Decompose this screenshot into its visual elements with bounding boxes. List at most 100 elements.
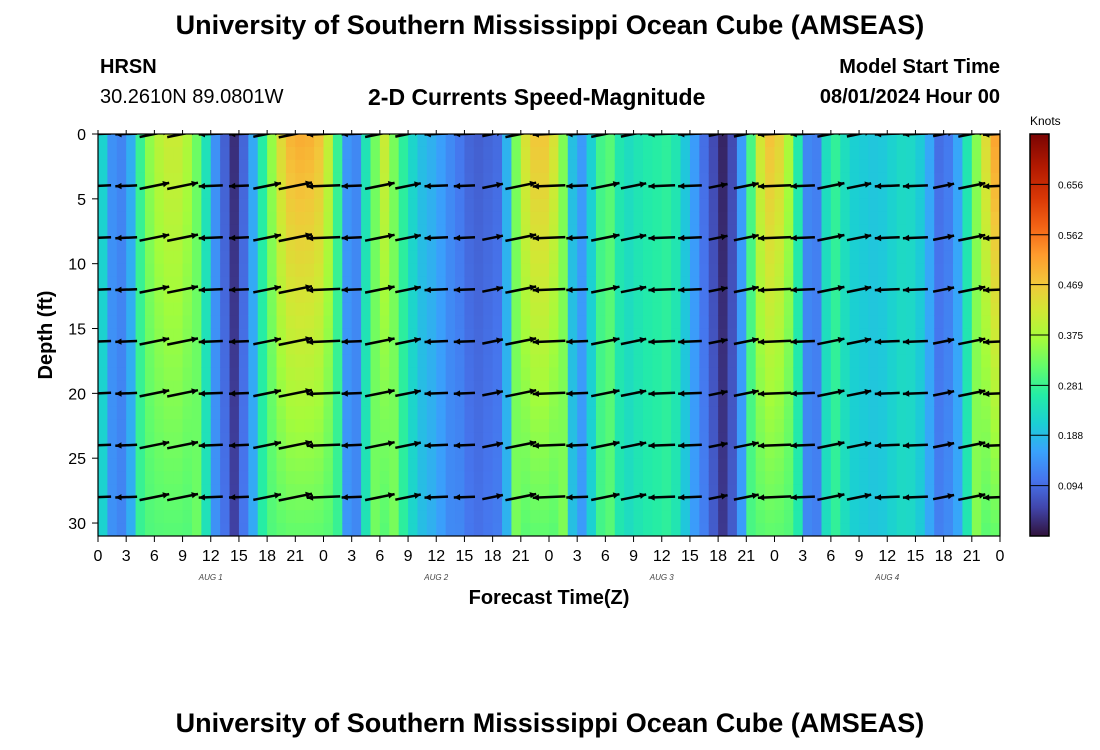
current-vector xyxy=(306,286,341,294)
heatmap-cell xyxy=(229,471,240,485)
vector-head xyxy=(757,338,765,346)
heatmap-cell xyxy=(633,510,644,524)
heatmap-cell xyxy=(868,354,879,369)
heatmap-cell xyxy=(191,367,202,381)
heatmap-cell xyxy=(906,523,917,536)
vector-shaft xyxy=(733,134,753,138)
vector-head xyxy=(639,233,647,240)
vector-head xyxy=(191,232,198,239)
heatmap-cell xyxy=(191,146,202,161)
heatmap-cell xyxy=(370,380,381,394)
heatmap-cell xyxy=(736,289,747,304)
heatmap-cell xyxy=(971,406,982,420)
heatmap-cell xyxy=(906,224,917,239)
heatmap-cell xyxy=(567,224,578,239)
heatmap-cell xyxy=(943,419,954,433)
heatmap-cell xyxy=(953,289,964,304)
heatmap-cell xyxy=(238,523,249,536)
heatmap-cell xyxy=(267,211,278,226)
heatmap-cell xyxy=(248,134,259,148)
heatmap-cell xyxy=(783,367,794,381)
vector-head xyxy=(115,494,122,501)
heatmap-cell xyxy=(774,406,785,420)
heatmap-cell xyxy=(361,276,372,291)
current-vector xyxy=(532,390,566,397)
heatmap-cell xyxy=(389,471,400,485)
heatmap-cell xyxy=(182,406,193,420)
heatmap-cell xyxy=(708,302,719,317)
heatmap-cell xyxy=(934,393,945,407)
heatmap-cell xyxy=(445,393,456,407)
heatmap-cell xyxy=(689,224,700,239)
heatmap-cell xyxy=(361,523,372,536)
heatmap-cell xyxy=(953,419,964,433)
heatmap-cell xyxy=(511,302,522,317)
heatmap-cell xyxy=(238,341,249,356)
heatmap-cell xyxy=(98,393,108,407)
heatmap-cell xyxy=(370,289,381,304)
vector-head xyxy=(639,337,647,344)
heatmap-cell xyxy=(332,146,343,161)
heatmap-cell xyxy=(173,432,184,446)
heatmap-cell xyxy=(370,354,381,369)
heatmap-cell xyxy=(962,211,973,226)
heatmap-cell xyxy=(154,484,165,498)
heatmap-cell xyxy=(408,328,419,343)
heatmap-cell xyxy=(342,315,353,330)
heatmap-cell xyxy=(877,315,888,330)
heatmap-cell xyxy=(915,198,926,213)
heatmap-cell xyxy=(154,302,165,317)
heatmap-cell xyxy=(520,458,531,472)
heatmap-cell xyxy=(126,471,137,485)
heatmap-cell xyxy=(924,159,935,174)
heatmap-cell xyxy=(727,172,738,187)
heatmap-cell xyxy=(210,263,221,278)
heatmap-cell xyxy=(877,198,888,213)
heatmap-cell xyxy=(727,497,738,511)
heatmap-cell xyxy=(126,354,137,369)
heatmap-cell xyxy=(736,406,747,420)
heatmap-cell xyxy=(426,224,437,239)
heatmap-cell xyxy=(633,302,644,317)
heatmap-cell xyxy=(774,510,785,524)
heatmap-cell xyxy=(595,315,606,330)
current-vector xyxy=(532,442,566,449)
vector-head xyxy=(341,234,348,242)
heatmap-cell xyxy=(464,302,475,317)
vector-head xyxy=(947,233,955,240)
heatmap-cell xyxy=(962,263,973,278)
heatmap-cell xyxy=(154,471,165,485)
current-vector xyxy=(932,389,955,397)
vector-head xyxy=(566,338,573,345)
heatmap-cell xyxy=(295,172,306,187)
current-vector xyxy=(505,388,537,398)
heatmap-cell xyxy=(426,185,437,200)
heatmap-cell xyxy=(417,367,428,381)
heatmap-cell xyxy=(793,276,804,291)
heatmap-cell xyxy=(680,172,691,187)
heatmap-cell xyxy=(408,237,419,252)
heatmap-cell xyxy=(276,458,287,472)
heatmap-cell xyxy=(191,445,202,459)
heatmap-cell xyxy=(990,471,1000,485)
heatmap-cell xyxy=(962,159,973,174)
heatmap-cell xyxy=(257,432,268,446)
day-label: AUG 2 xyxy=(423,573,449,582)
heatmap-cell xyxy=(981,146,992,161)
heatmap-cell xyxy=(154,276,165,291)
heatmap-cell xyxy=(830,354,841,369)
vector-head xyxy=(790,286,797,293)
vector-head xyxy=(305,336,312,343)
heatmap-cell xyxy=(107,134,118,148)
heatmap-cell xyxy=(868,302,879,317)
vector-head xyxy=(751,440,759,448)
heatmap-cell xyxy=(680,497,691,511)
current-vector xyxy=(115,442,138,449)
heatmap-cell xyxy=(821,393,832,407)
vector-head xyxy=(757,390,765,397)
heatmap-cell xyxy=(492,484,503,498)
heatmap-cell xyxy=(436,484,447,498)
heatmap-cell xyxy=(135,146,146,161)
heatmap-cell xyxy=(257,458,268,472)
heatmap-cell xyxy=(483,328,494,343)
